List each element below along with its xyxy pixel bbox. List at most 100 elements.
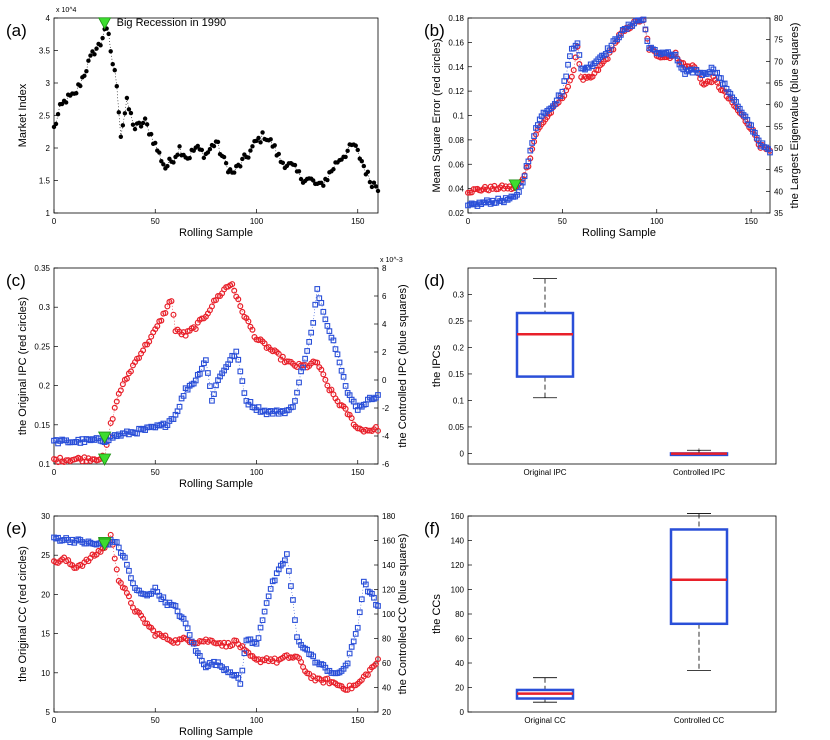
- data-point: [248, 148, 253, 153]
- data-point: [208, 303, 215, 310]
- data-point: [296, 169, 302, 174]
- data-point: [355, 147, 360, 153]
- y-tick-label: 80: [455, 610, 464, 619]
- data-point: [180, 393, 187, 399]
- data-point: [718, 75, 724, 81]
- data-point: [111, 555, 118, 562]
- data-point: [128, 575, 134, 581]
- data-point: [140, 120, 146, 126]
- x-tick-label: 100: [650, 217, 664, 226]
- y-tick-label: 20: [41, 590, 50, 599]
- data-point: [553, 97, 560, 104]
- data-point: [322, 376, 329, 383]
- data-point: [352, 631, 359, 637]
- y2-tick-label: 45: [774, 166, 783, 175]
- data-point: [211, 143, 217, 149]
- data-point: [247, 398, 254, 405]
- data-point: [288, 583, 294, 589]
- data-point: [328, 386, 335, 393]
- data-point: [298, 658, 305, 665]
- data-point: [375, 603, 381, 609]
- data-point: [306, 339, 313, 345]
- data-point: [362, 581, 369, 588]
- y-tick-label: 30: [41, 512, 50, 521]
- data-point: [86, 58, 91, 63]
- box-original-cc: [515, 677, 575, 703]
- data-point: [330, 337, 337, 344]
- y2-tick-label: -2: [382, 404, 390, 413]
- data-point: [150, 627, 157, 634]
- data-point: [170, 311, 177, 318]
- x-tick-label: 50: [151, 716, 160, 725]
- data-point: [122, 111, 128, 116]
- data-point: [279, 353, 286, 360]
- data-point: [331, 167, 336, 172]
- y-tick-label: 0.14: [448, 63, 464, 72]
- data-point: [245, 318, 252, 325]
- data-point: [353, 143, 358, 148]
- y-tick-label: 20: [455, 684, 464, 693]
- data-point: [98, 43, 103, 48]
- data-point: [336, 359, 343, 366]
- data-point: [267, 586, 274, 592]
- data-point: [342, 405, 349, 412]
- y-tick-label: 0.04: [448, 185, 464, 194]
- y-tick-label: 0.1: [453, 112, 465, 121]
- data-point: [602, 51, 609, 57]
- data-point: [345, 148, 350, 154]
- panel-label: (e): [6, 519, 27, 538]
- y-tick-label: 1.5: [39, 177, 51, 186]
- y2-tick-label: 60: [382, 659, 391, 668]
- x-tick-label: 100: [250, 716, 264, 725]
- data-point: [284, 551, 290, 557]
- data-point: [324, 382, 331, 389]
- data-point: [113, 398, 120, 405]
- data-point: [149, 131, 154, 137]
- x-tick-label: 150: [744, 217, 758, 226]
- data-point: [253, 640, 260, 647]
- data-point: [642, 26, 649, 33]
- data-point: [190, 640, 197, 647]
- data-point: [122, 554, 128, 561]
- y2-tick-label: 4: [382, 320, 387, 329]
- data-point: [346, 650, 353, 657]
- data-point: [213, 382, 219, 389]
- y-axis-label: the Original CC (red circles): [17, 546, 29, 682]
- data-point: [229, 642, 236, 649]
- outlier-mark: +: [697, 446, 702, 455]
- event-marker: [508, 179, 522, 192]
- data-point: [160, 594, 167, 601]
- data-point: [239, 308, 246, 315]
- data-point: [359, 159, 364, 164]
- data-point: [177, 144, 182, 149]
- y-exponent-label: x 10^4: [56, 7, 77, 14]
- data-point: [109, 415, 116, 422]
- data-point: [640, 16, 647, 23]
- y2-tick-label: 60: [774, 101, 783, 110]
- data-point: [125, 593, 132, 600]
- data-point: [308, 329, 315, 336]
- data-point: [115, 544, 122, 551]
- data-point: [332, 346, 339, 352]
- y2-tick-label: 40: [774, 187, 783, 196]
- data-point: [114, 83, 119, 89]
- data-point: [233, 348, 240, 355]
- y-tick-label: 0: [460, 449, 465, 458]
- x-tick-label: 50: [151, 217, 160, 226]
- event-marker: [97, 538, 112, 551]
- x-tick-label: 50: [558, 217, 567, 226]
- panel-f: (f) 0 20 40 60 80 100 120 140 160 the CCs Original …: [424, 512, 777, 725]
- data-point: [123, 375, 130, 382]
- y-tick-label: 0.25: [34, 342, 50, 351]
- data-point: [205, 370, 211, 376]
- data-point: [257, 624, 264, 631]
- data-point: [132, 126, 138, 132]
- data-point: [721, 80, 728, 87]
- y2-tick-label: -4: [382, 432, 390, 441]
- data-point: [161, 162, 166, 167]
- y-axis-label: Market Index: [17, 83, 29, 147]
- y2-tick-label: 120: [382, 586, 396, 595]
- data-point: [298, 176, 304, 182]
- data-point: [318, 366, 325, 373]
- data-point: [138, 124, 144, 129]
